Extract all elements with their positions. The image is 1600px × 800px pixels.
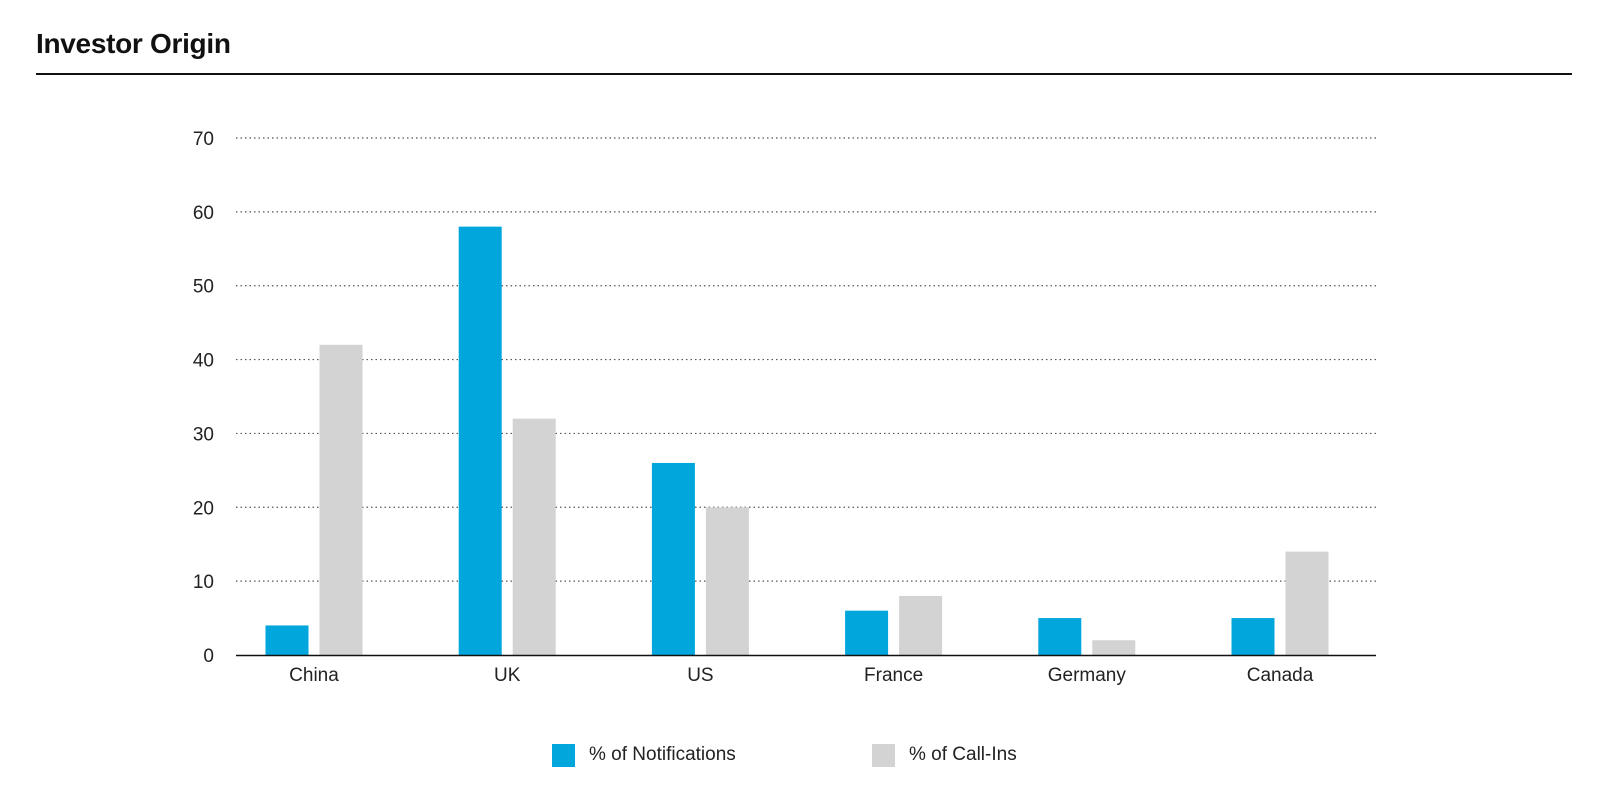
x-tick-label-us: US (687, 665, 713, 686)
chart-title: Investor Origin (36, 28, 231, 59)
y-tick-label-60: 60 (193, 203, 214, 224)
x-axis-labels: China UK US France Germany Canada (289, 665, 1314, 686)
bar-china-of-notifications (265, 625, 309, 655)
y-tick-label-0: 0 (203, 646, 214, 667)
x-tick-label-china: China (289, 665, 339, 686)
bar-us-of-call-ins (705, 507, 749, 655)
bar-china-of-call-ins (319, 344, 363, 655)
bars (265, 226, 1329, 655)
legend: % of Notifications % of Call-Ins (0, 742, 1600, 772)
legend-item-notifications: % of Notifications (552, 742, 736, 768)
bar-germany-of-call-ins (1092, 640, 1136, 655)
bar-us-of-notifications (651, 462, 695, 655)
bar-france-of-notifications (845, 610, 889, 655)
legend-label-call-ins: % of Call-Ins (909, 744, 1017, 765)
legend-swatch-notifications (552, 743, 575, 767)
x-tick-label-uk: UK (494, 665, 521, 686)
y-tick-label-40: 40 (193, 351, 214, 372)
bar-canada-of-call-ins (1285, 551, 1329, 655)
y-tick-label-70: 70 (193, 129, 214, 150)
bar-chart: 0 10 20 30 40 50 60 70 China UK US France Germany Ca… (193, 129, 1378, 686)
legend-label-notifications: % of Notifications (589, 744, 736, 765)
bar-canada-of-notifications (1231, 618, 1275, 655)
bar-uk-of-notifications (458, 226, 502, 655)
y-tick-label-30: 30 (193, 424, 214, 445)
bar-germany-of-notifications (1038, 618, 1082, 655)
title-divider (36, 73, 1572, 75)
y-tick-label-10: 10 (193, 572, 214, 593)
y-tick-label-20: 20 (193, 498, 214, 519)
y-tick-label-50: 50 (193, 277, 214, 298)
legend-item-call-ins: % of Call-Ins (872, 742, 1017, 768)
x-tick-label-france: France (864, 665, 923, 686)
legend-swatch-call-ins (872, 743, 895, 767)
bar-france-of-call-ins (899, 595, 943, 655)
gridlines (236, 137, 1378, 582)
y-axis-ticks: 0 10 20 30 40 50 60 70 (193, 129, 214, 667)
x-tick-label-germany: Germany (1048, 665, 1127, 686)
x-tick-label-canada: Canada (1247, 665, 1314, 686)
bar-uk-of-call-ins (512, 418, 556, 655)
